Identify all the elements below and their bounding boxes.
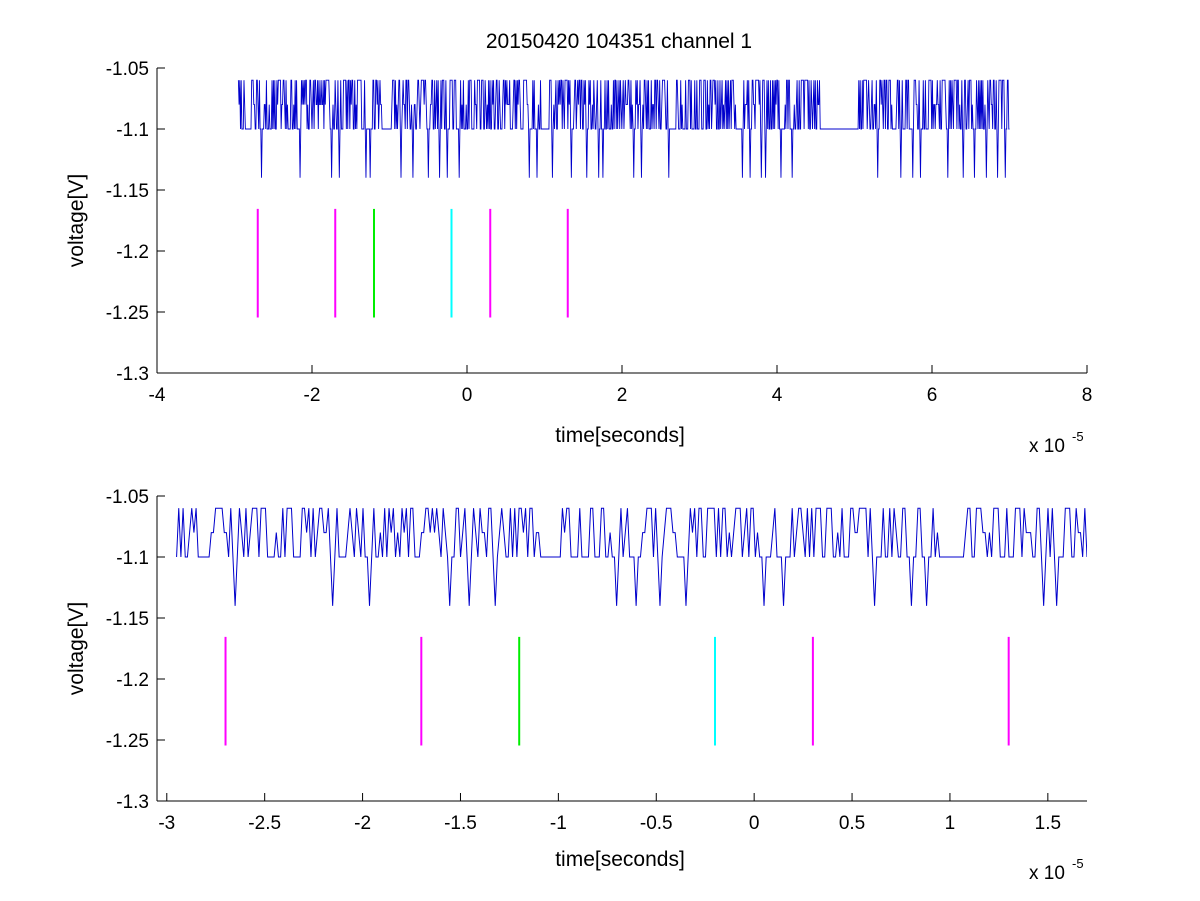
y-tick-label: -1.05 xyxy=(106,487,149,508)
y-tick-label: -1.15 xyxy=(106,609,149,630)
x-exponent-label: x 10 xyxy=(1029,436,1065,457)
x-tick-label: -1.5 xyxy=(444,813,477,834)
y-tick-label: -1.1 xyxy=(116,548,149,569)
x-exponent-value: -5 xyxy=(1072,856,1084,871)
x-axis-label: time[seconds] xyxy=(555,424,685,447)
x-tick-label: 8 xyxy=(1082,385,1093,406)
y-tick-label: -1.3 xyxy=(116,792,149,813)
bottom-plot: -3 -2.5 -2 -1.5 -1 -0.5 0 0.5 1 1.5 -1.3 -1.25 -1.2 -… xyxy=(65,487,1087,884)
plot-area xyxy=(157,496,1087,801)
y-tick-label: -1.25 xyxy=(106,303,149,324)
y-tick-label: -1.15 xyxy=(106,181,149,202)
y-tick-label: -1.2 xyxy=(116,242,149,263)
y-tick-label: -1.2 xyxy=(116,670,149,691)
x-tick-label: -2.5 xyxy=(248,813,281,834)
x-tick-label: -2 xyxy=(304,385,321,406)
top-plot: -4 -2 0 2 4 6 8 -1.3 -1.25 -1.2 -1.15 -1.1 -1.05 time… xyxy=(65,59,1092,457)
y-axis-label: voltage[V] xyxy=(65,174,88,267)
x-tick-label: 2 xyxy=(617,385,628,406)
x-exponent-label: x 10 xyxy=(1029,863,1065,884)
y-tick-label: -1.3 xyxy=(116,364,149,385)
x-tick-label: -4 xyxy=(149,385,166,406)
y-tick-label: -1.25 xyxy=(106,731,149,752)
x-tick-label: 1.5 xyxy=(1035,813,1061,834)
y-axis-label: voltage[V] xyxy=(65,602,88,695)
y-tick-label: -1.05 xyxy=(106,59,149,80)
figure-title: 20150420 104351 channel 1 xyxy=(486,30,752,53)
voltage-trace-line xyxy=(237,79,1010,178)
x-tick-label: -2 xyxy=(354,813,371,834)
y-tick-label: -1.1 xyxy=(116,120,149,141)
x-tick-label: 4 xyxy=(772,385,783,406)
x-tick-label: -1 xyxy=(550,813,567,834)
x-exponent-value: -5 xyxy=(1072,429,1084,444)
x-tick-label: -0.5 xyxy=(640,813,673,834)
x-tick-label: 6 xyxy=(927,385,938,406)
x-tick-label: 0 xyxy=(749,813,760,834)
voltage-trace-line xyxy=(176,507,1087,606)
x-tick-label: 0.5 xyxy=(839,813,865,834)
x-tick-label: -3 xyxy=(158,813,175,834)
x-axis-label: time[seconds] xyxy=(555,848,685,871)
x-tick-label: 0 xyxy=(462,385,473,406)
x-tick-label: 1 xyxy=(945,813,956,834)
